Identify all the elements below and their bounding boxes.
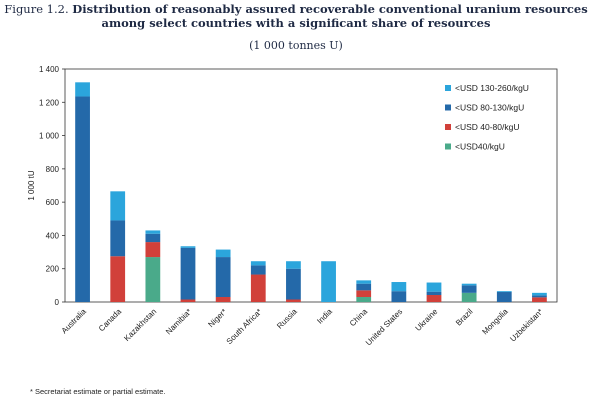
bar-segment: [426, 291, 442, 296]
bar-segment: [356, 280, 372, 284]
legend-label: <USD 80-130/kgU: [455, 103, 524, 113]
bar-segment: [356, 297, 372, 302]
bar-segment: [356, 283, 372, 291]
x-tick-label: Niger*: [206, 307, 228, 329]
bar-segment: [110, 220, 126, 257]
bar-segment: [75, 96, 90, 302]
footnote: * Secretariat estimate or partial estima…: [30, 387, 166, 396]
bar-segment: [145, 242, 161, 258]
y-tick-label: 200: [46, 265, 60, 274]
x-tick-label: Namibia*: [164, 307, 193, 336]
bar-segment: [250, 261, 266, 266]
x-tick-label: United States: [364, 307, 404, 347]
bar-segment: [532, 297, 547, 302]
bar-segment: [461, 292, 477, 302]
y-tick-label: 1 000: [39, 132, 60, 141]
bar-segment: [496, 291, 512, 293]
bar-segment: [180, 299, 196, 302]
bar-segment: [250, 265, 266, 275]
x-tick-label: Australia: [60, 307, 89, 336]
figure-label: Figure 1.2.: [4, 2, 69, 16]
bar-segment: [180, 247, 196, 300]
legend-swatch: [445, 143, 451, 150]
bar-segment: [75, 82, 90, 97]
y-tick-label: 1 400: [39, 65, 60, 74]
x-tick-label: Kazakhstan: [122, 307, 158, 343]
x-tick-label: South Africa*: [225, 307, 264, 346]
bar-segment: [496, 292, 512, 302]
y-tick-label: 400: [46, 231, 60, 240]
bar-segment: [286, 268, 301, 300]
plot-frame: [64, 68, 558, 303]
bar-segment: [145, 233, 161, 243]
bar-segment: [426, 295, 442, 302]
legend-swatch: [445, 104, 451, 111]
y-tick-label: 600: [46, 198, 60, 207]
bar-segment: [391, 282, 407, 292]
figure-title: Figure 1.2. Distribution of reasonably a…: [0, 2, 592, 30]
bar-segment: [145, 230, 161, 234]
bar-segment: [250, 274, 266, 302]
y-tick-label: 1 200: [39, 98, 60, 107]
bar-segment: [215, 249, 231, 258]
x-tick-label: Russia: [275, 307, 299, 331]
bar-segment: [461, 285, 477, 293]
bar-segment: [110, 256, 126, 302]
bar-segment: [532, 295, 547, 298]
legend-label: <USD 130-260/kgU: [455, 83, 529, 93]
bar-segment: [391, 291, 407, 302]
legend-swatch: [445, 124, 451, 130]
bar-segment: [461, 283, 477, 286]
title-line-2: among select countries with a significan…: [101, 16, 491, 30]
bar-segment: [180, 246, 196, 248]
bar-segment: [532, 292, 547, 296]
x-tick-label: Uzbekistan*: [508, 307, 545, 344]
bar-segment: [215, 297, 231, 302]
bar-segment: [110, 191, 126, 221]
title-line-1: Distribution of reasonably assured recov…: [72, 2, 588, 16]
legend-label: <USD40/kgU: [455, 142, 505, 152]
stacked-bar-chart: 0 200 400 600 800 1 000 1 200 1 400 1 000 tU Aust…: [27, 65, 558, 347]
x-tick-label: Ukraine: [414, 307, 440, 333]
y-axis-label: 1 000 tU: [27, 170, 36, 200]
legend-label: <USD 40-80/kgU: [455, 122, 520, 132]
x-tick-label: Brazil: [454, 307, 475, 328]
bar-segment: [356, 290, 372, 298]
bar-segment: [321, 261, 336, 302]
bar-segment: [426, 282, 442, 292]
bar-segment: [286, 261, 301, 269]
x-tick-label: India: [315, 307, 334, 326]
legend-swatch: [445, 85, 451, 91]
x-tick-label: China: [348, 307, 370, 329]
y-tick-label: 0: [55, 298, 60, 307]
bar-segment: [145, 257, 161, 302]
y-tick-label: 800: [46, 165, 60, 174]
figure-subtitle: (1 000 tonnes U): [249, 39, 343, 52]
bar-segment: [215, 257, 231, 298]
x-tick-label: Mongolia: [480, 307, 510, 337]
bar-segment: [286, 299, 301, 302]
x-tick-label: Canada: [97, 307, 124, 334]
